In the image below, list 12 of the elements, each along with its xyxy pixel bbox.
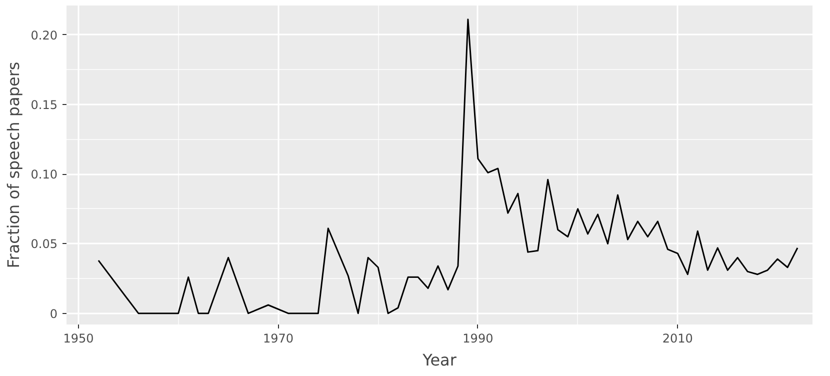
y-tick-label: 0.20 xyxy=(30,28,58,42)
x-tick-label: 1970 xyxy=(262,332,294,346)
y-tick-label: 0 xyxy=(50,306,58,321)
line-series xyxy=(98,18,798,314)
x-tick-label: 2010 xyxy=(662,332,693,346)
x-tick-label: 1950 xyxy=(63,332,94,346)
y-axis-title: Fraction of speech papers xyxy=(4,62,23,268)
y-tick-label: 0.15 xyxy=(30,98,58,112)
x-tick-label: 1990 xyxy=(462,332,494,346)
y-tick-label: 0.05 xyxy=(30,237,58,252)
x-axis-title: Year xyxy=(422,350,457,370)
y-tick-label: 0.10 xyxy=(30,168,58,182)
